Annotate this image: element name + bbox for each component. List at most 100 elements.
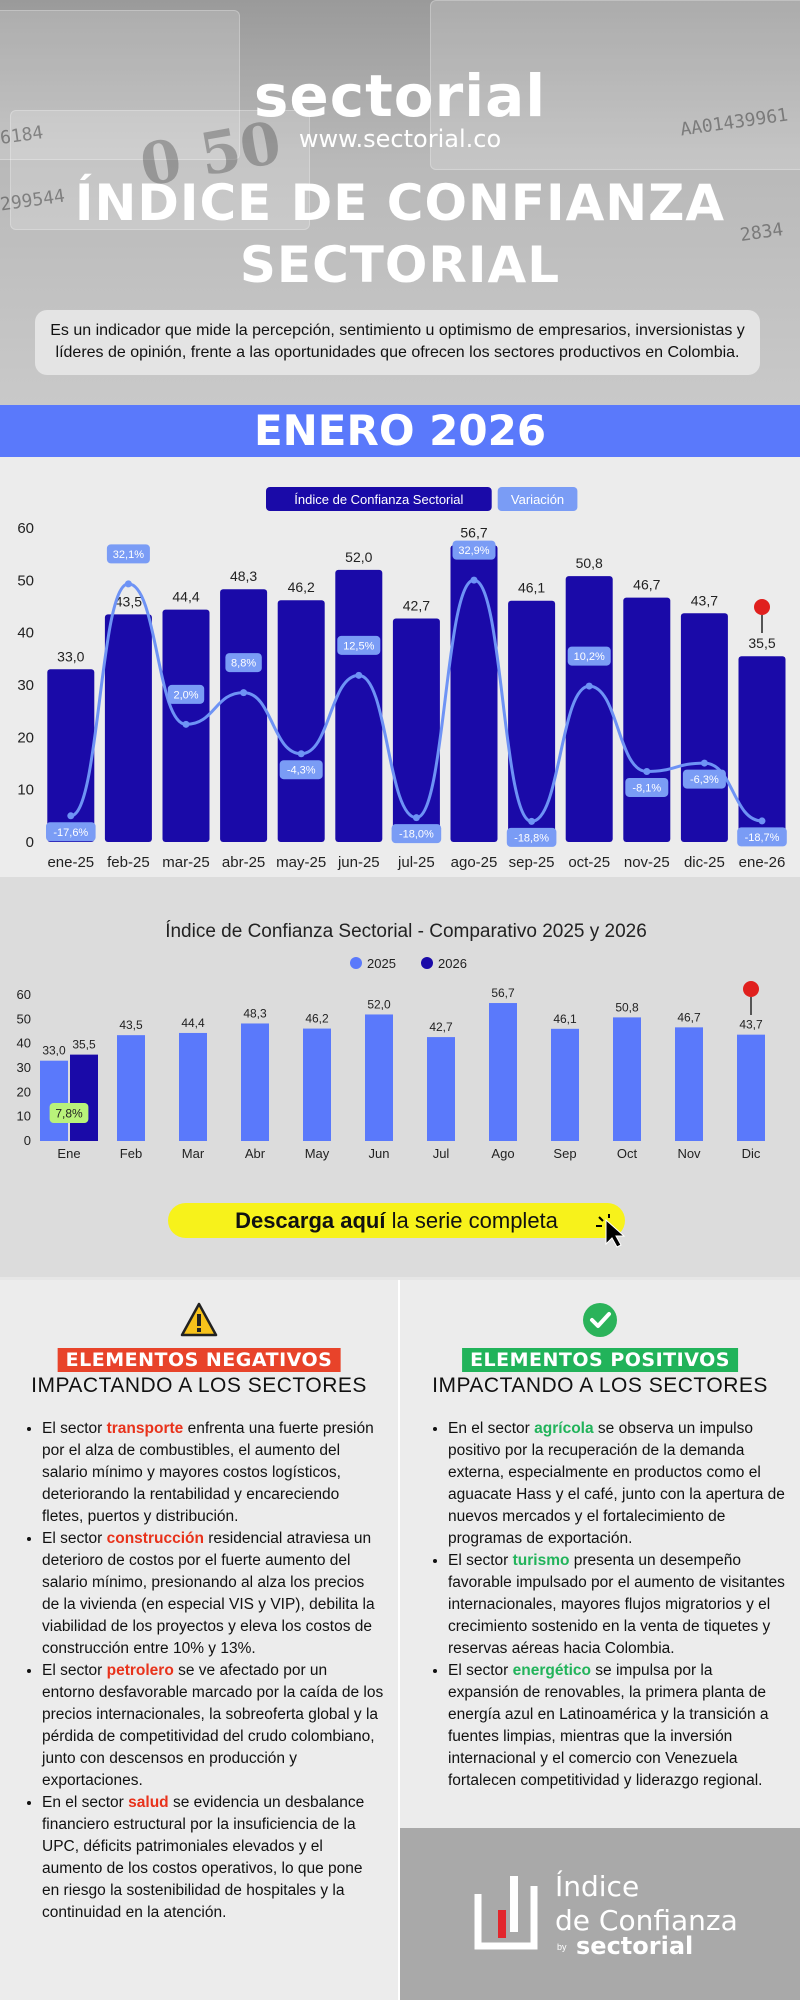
variation-point	[124, 580, 132, 588]
list-item: En el sector agrícola se observa un impu…	[448, 1418, 785, 1550]
x-tick-label: Sep	[553, 1146, 576, 1161]
y-tick-label: 20	[17, 729, 34, 746]
list-item-text: se observa un impulso positivo por la re…	[448, 1420, 785, 1547]
variation-point	[470, 576, 478, 584]
bar-abr-25	[220, 589, 268, 842]
banknote-background	[10, 110, 310, 230]
variation-label-bg	[167, 684, 205, 704]
bar-value-label: 35,5	[748, 635, 775, 651]
bar-2025-value-label: 48,3	[243, 1006, 267, 1020]
footer-title-line2: de Confianza	[555, 1904, 738, 1937]
variation-label: 32,1%	[113, 549, 144, 561]
chart-title: Índice de Confianza Sectorial - Comparat…	[165, 921, 647, 942]
list-item: El sector transporte enfrenta una fuerte…	[42, 1418, 384, 1528]
bar-2025-Oct	[613, 1017, 641, 1141]
chart-confidence-index: Índice de Confianza Sectorial Variación 0 1…	[17, 487, 787, 871]
page-title-line2: SECTORIAL	[239, 236, 561, 294]
x-tick-label: sep-25	[509, 854, 555, 871]
x-tick-label: Dic	[742, 1146, 761, 1161]
list-item-text: El sector	[42, 1420, 107, 1437]
bar-value-label: 46,7	[633, 577, 660, 593]
list-item: El sector energético se impulsa por la e…	[448, 1660, 785, 1792]
bar-value-label: 33,0	[57, 648, 84, 664]
bar-nov-25	[623, 597, 671, 842]
variation-label: 10,2%	[574, 651, 605, 663]
bar-value-label: 52,0	[345, 549, 372, 565]
bar-2025-value-label: 56,7	[491, 986, 515, 1000]
bar-2026-value-label: 35,5	[72, 1038, 96, 1052]
bar-value-label: 43,7	[691, 592, 718, 608]
x-tick-label: Jul	[433, 1146, 450, 1161]
bar-2025-value-label: 33,0	[42, 1044, 66, 1058]
variation-point	[67, 812, 75, 820]
brand-logo[interactable]: sectorial	[0, 62, 800, 130]
x-tick-label: Ene	[57, 1146, 80, 1161]
list-item-text: El sector	[448, 1552, 513, 1569]
cursor-click-icon	[596, 1214, 626, 1248]
variation-label-bg	[279, 760, 323, 780]
variation-point	[585, 682, 593, 690]
list-item-text: El sector	[448, 1662, 513, 1679]
negative-elements-panel: ELEMENTOS NEGATIVOS IMPACTANDO A LOS SEC…	[0, 1280, 398, 2000]
list-item-text: En el sector	[42, 1794, 129, 1811]
legend-2026-label: 2026	[438, 956, 467, 971]
positive-elements-list: En el sector agrícola se observa un impu…	[430, 1418, 785, 1792]
x-tick-label: dic-25	[684, 854, 725, 871]
list-item: El sector turismo presenta un desempeño …	[448, 1550, 785, 1660]
download-series-button[interactable]: Descarga aquí la serie completa	[168, 1203, 625, 1238]
download-button-rest: la serie completa	[385, 1208, 558, 1233]
variation-label: -18,8%	[514, 832, 549, 844]
list-item-text: En el sector	[448, 1420, 535, 1437]
x-tick-label: ago-25	[451, 854, 498, 871]
intro-description: Es un indicador que mide la percepción, …	[35, 310, 760, 375]
legend-2025-dot	[350, 957, 362, 969]
bar-feb-25	[104, 614, 152, 842]
bar-value-label: 46,2	[288, 579, 315, 595]
variation-label: -8,1%	[632, 782, 661, 794]
list-item-text: se impulsa por la expansión de renovable…	[448, 1662, 769, 1789]
footer-brand: sectorial	[576, 1932, 694, 1960]
list-item-text: presenta un desempeño favorable impulsad…	[448, 1552, 785, 1657]
footer-title-line1: Índice	[555, 1870, 640, 1903]
variation-label-bg	[506, 827, 557, 847]
list-item-text: residencial atraviesa un deterioro de co…	[42, 1530, 375, 1657]
bar-jul-25	[392, 618, 440, 842]
x-tick-label: Jun	[369, 1146, 390, 1161]
list-item-text: enfrenta una fuerte presión por el alza …	[42, 1420, 374, 1525]
variation-point	[182, 720, 190, 728]
bar-ago-25	[450, 545, 498, 842]
bar-sep-25	[508, 600, 556, 842]
list-item-text: se ve afectado por un entorno desfavorab…	[42, 1662, 384, 1789]
brand-url[interactable]: www.sectorial.co	[298, 125, 502, 153]
x-tick-label: abr-25	[222, 854, 265, 871]
chart-comparison-2025-2026: Índice de Confianza Sectorial - Comparat…	[17, 921, 765, 1161]
bar-2025-Sep	[551, 1028, 579, 1141]
bar-2025-value-label: 43,5	[119, 1018, 143, 1032]
bar-2025-value-label: 52,0	[367, 997, 391, 1011]
list-item: El sector petrolero se ve afectado por u…	[42, 1660, 384, 1792]
y-tick-label: 0	[26, 834, 34, 851]
check-circle-icon	[583, 1303, 617, 1337]
banknote-background	[430, 0, 800, 170]
y-tick-label: 60	[17, 520, 34, 537]
negative-elements-subtitle: IMPACTANDO A LOS SECTORES	[31, 1374, 367, 1397]
banknote-background	[0, 10, 240, 160]
variation-label-bg	[46, 822, 96, 842]
x-tick-label: may-25	[276, 854, 326, 871]
bar-value-label: 48,3	[230, 568, 257, 584]
variation-label-bg	[337, 635, 381, 655]
x-tick-label: Mar	[182, 1146, 205, 1161]
bar-oct-25	[565, 576, 613, 842]
sector-highlight: construcción	[106, 1530, 204, 1547]
bar-2025-value-label: 46,7	[677, 1010, 701, 1024]
x-tick-label: jun-25	[337, 854, 380, 871]
legend-2026-dot	[421, 957, 433, 969]
bar-2025-Jul	[427, 1037, 455, 1141]
bar-value-label: 42,7	[403, 598, 430, 614]
sector-highlight: agrícola	[534, 1420, 594, 1437]
chart-main-area: Índice de Confianza Sectorial Variación 0 1…	[0, 457, 800, 877]
bar-2025-Nov	[675, 1027, 703, 1141]
variation-label-bg	[737, 827, 787, 847]
negative-elements-tag: ELEMENTOS NEGATIVOS	[57, 1348, 341, 1372]
bar-2025-May	[303, 1028, 331, 1141]
